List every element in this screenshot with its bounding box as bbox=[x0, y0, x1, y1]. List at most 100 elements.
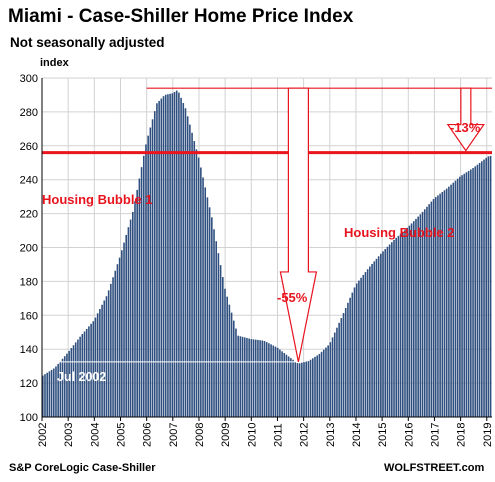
bar bbox=[79, 336, 81, 417]
bar bbox=[127, 227, 130, 417]
bar bbox=[246, 337, 248, 417]
bar bbox=[369, 266, 371, 417]
bar bbox=[463, 173, 466, 417]
bar bbox=[59, 361, 62, 417]
bar bbox=[160, 98, 163, 418]
bar bbox=[197, 157, 200, 417]
x-tick-label: 2003 bbox=[63, 423, 75, 447]
bar bbox=[402, 231, 404, 417]
bar bbox=[452, 182, 455, 417]
x-tick-label: 2019 bbox=[482, 423, 494, 447]
bar bbox=[145, 144, 147, 417]
bar bbox=[445, 188, 448, 417]
housing-bubble-1-label: Housing Bubble 1 bbox=[42, 192, 153, 207]
bar bbox=[257, 339, 259, 417]
bar bbox=[217, 253, 220, 417]
bar bbox=[195, 149, 198, 418]
y-tick-label: 220 bbox=[20, 209, 38, 221]
bar bbox=[129, 219, 132, 417]
bar bbox=[180, 97, 182, 417]
drop-13-label: -13% bbox=[450, 120, 481, 135]
y-tick-label: 120 bbox=[20, 378, 38, 390]
bar bbox=[360, 277, 362, 417]
bar bbox=[99, 309, 101, 417]
bar bbox=[224, 288, 226, 417]
bar bbox=[90, 323, 92, 417]
bar bbox=[147, 135, 149, 417]
bar bbox=[274, 346, 277, 417]
bar bbox=[182, 103, 185, 417]
bar bbox=[186, 116, 189, 417]
bar bbox=[103, 300, 106, 417]
y-tick-label: 160 bbox=[20, 310, 38, 322]
bar bbox=[83, 331, 86, 417]
bar bbox=[92, 321, 95, 417]
x-tick-label: 2015 bbox=[377, 423, 389, 447]
x-tick-label: 2012 bbox=[299, 423, 311, 447]
bar bbox=[382, 251, 384, 417]
bar bbox=[74, 342, 77, 417]
bar bbox=[123, 242, 125, 417]
bar bbox=[434, 197, 437, 417]
bar bbox=[349, 297, 351, 417]
bar bbox=[375, 258, 378, 417]
bar bbox=[397, 235, 400, 417]
bar bbox=[287, 356, 290, 417]
bar bbox=[487, 156, 490, 418]
bar bbox=[281, 351, 283, 417]
bar bbox=[85, 328, 88, 417]
bar bbox=[173, 91, 176, 417]
bar bbox=[325, 347, 327, 417]
bar bbox=[406, 227, 408, 417]
bar bbox=[254, 339, 257, 417]
bar bbox=[316, 355, 318, 417]
bar bbox=[162, 96, 165, 418]
bar bbox=[184, 108, 187, 417]
bar bbox=[241, 336, 244, 417]
bar bbox=[44, 374, 46, 417]
y-tick-label: 140 bbox=[20, 344, 38, 356]
bar bbox=[290, 358, 292, 417]
bar bbox=[301, 362, 303, 417]
x-tick-label: 2004 bbox=[89, 423, 101, 447]
bar bbox=[399, 233, 402, 417]
bar bbox=[191, 132, 193, 418]
bar bbox=[140, 167, 143, 417]
bar bbox=[481, 161, 483, 417]
bar bbox=[421, 211, 424, 417]
bar bbox=[237, 335, 239, 417]
bar bbox=[208, 207, 211, 417]
chart-subtitle: Not seasonally adjusted bbox=[10, 35, 165, 50]
bar bbox=[430, 201, 433, 417]
bar bbox=[338, 322, 340, 417]
bar bbox=[333, 332, 336, 417]
y-tick-label: 280 bbox=[20, 107, 38, 119]
bar bbox=[88, 326, 90, 417]
bar bbox=[202, 177, 204, 417]
bar bbox=[364, 272, 367, 417]
bar bbox=[55, 366, 57, 417]
x-tick-label: 2006 bbox=[142, 423, 154, 447]
bar bbox=[66, 353, 68, 417]
bar bbox=[439, 193, 441, 417]
bars bbox=[42, 90, 492, 418]
bar bbox=[70, 348, 73, 417]
bar bbox=[72, 345, 75, 417]
bar bbox=[94, 317, 97, 417]
bar bbox=[355, 283, 358, 417]
bar bbox=[443, 190, 446, 417]
bar bbox=[270, 344, 272, 417]
bar bbox=[193, 141, 196, 417]
bar bbox=[419, 214, 422, 417]
bar bbox=[204, 187, 207, 417]
bar bbox=[171, 93, 174, 417]
bar bbox=[415, 218, 417, 417]
jul-2002-label: Jul 2002 bbox=[57, 370, 106, 384]
x-tick-label: 2018 bbox=[456, 423, 468, 447]
bar bbox=[474, 166, 477, 417]
bar bbox=[465, 172, 468, 417]
bar bbox=[175, 90, 178, 417]
bar bbox=[410, 223, 413, 417]
bar bbox=[327, 345, 329, 417]
